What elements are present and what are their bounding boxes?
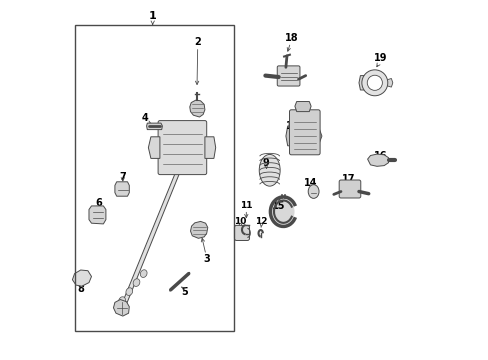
Ellipse shape [126,288,132,296]
Polygon shape [367,154,387,166]
Polygon shape [294,102,310,112]
Ellipse shape [366,75,382,90]
Text: 15: 15 [272,201,285,211]
Polygon shape [72,270,91,286]
Text: 13: 13 [286,121,299,131]
Text: 11: 11 [240,202,252,210]
Text: 14: 14 [304,178,317,188]
FancyBboxPatch shape [339,180,360,198]
Text: 6: 6 [95,198,102,208]
Bar [75,25,233,331]
Text: 16: 16 [373,150,386,161]
Text: 3: 3 [203,254,210,264]
Text: 7: 7 [119,172,126,182]
FancyBboxPatch shape [289,110,320,155]
Polygon shape [189,100,204,117]
FancyBboxPatch shape [277,66,299,86]
Polygon shape [313,126,321,146]
Text: 19: 19 [373,53,386,63]
Polygon shape [358,76,364,90]
Polygon shape [115,182,129,196]
Polygon shape [120,173,179,308]
Polygon shape [113,300,129,316]
Polygon shape [204,137,215,158]
Ellipse shape [119,297,125,305]
Text: 8: 8 [78,284,84,294]
Text: 9: 9 [262,158,268,168]
Text: 17: 17 [342,174,355,184]
Text: 2: 2 [194,37,201,48]
Text: 12: 12 [255,217,267,226]
Polygon shape [190,221,207,238]
Ellipse shape [307,185,318,198]
Polygon shape [148,137,160,158]
FancyBboxPatch shape [234,225,249,240]
Polygon shape [285,126,291,146]
Ellipse shape [140,270,147,278]
Text: 1: 1 [148,11,156,21]
FancyBboxPatch shape [158,121,206,175]
Ellipse shape [133,279,140,287]
Polygon shape [386,78,392,87]
Polygon shape [146,123,162,130]
Ellipse shape [259,155,279,185]
Text: 4: 4 [142,113,148,123]
Text: 5: 5 [182,287,188,297]
Text: 18: 18 [285,33,298,43]
Text: 10: 10 [233,217,245,226]
Polygon shape [89,206,106,224]
Ellipse shape [361,70,387,96]
Ellipse shape [272,199,294,225]
